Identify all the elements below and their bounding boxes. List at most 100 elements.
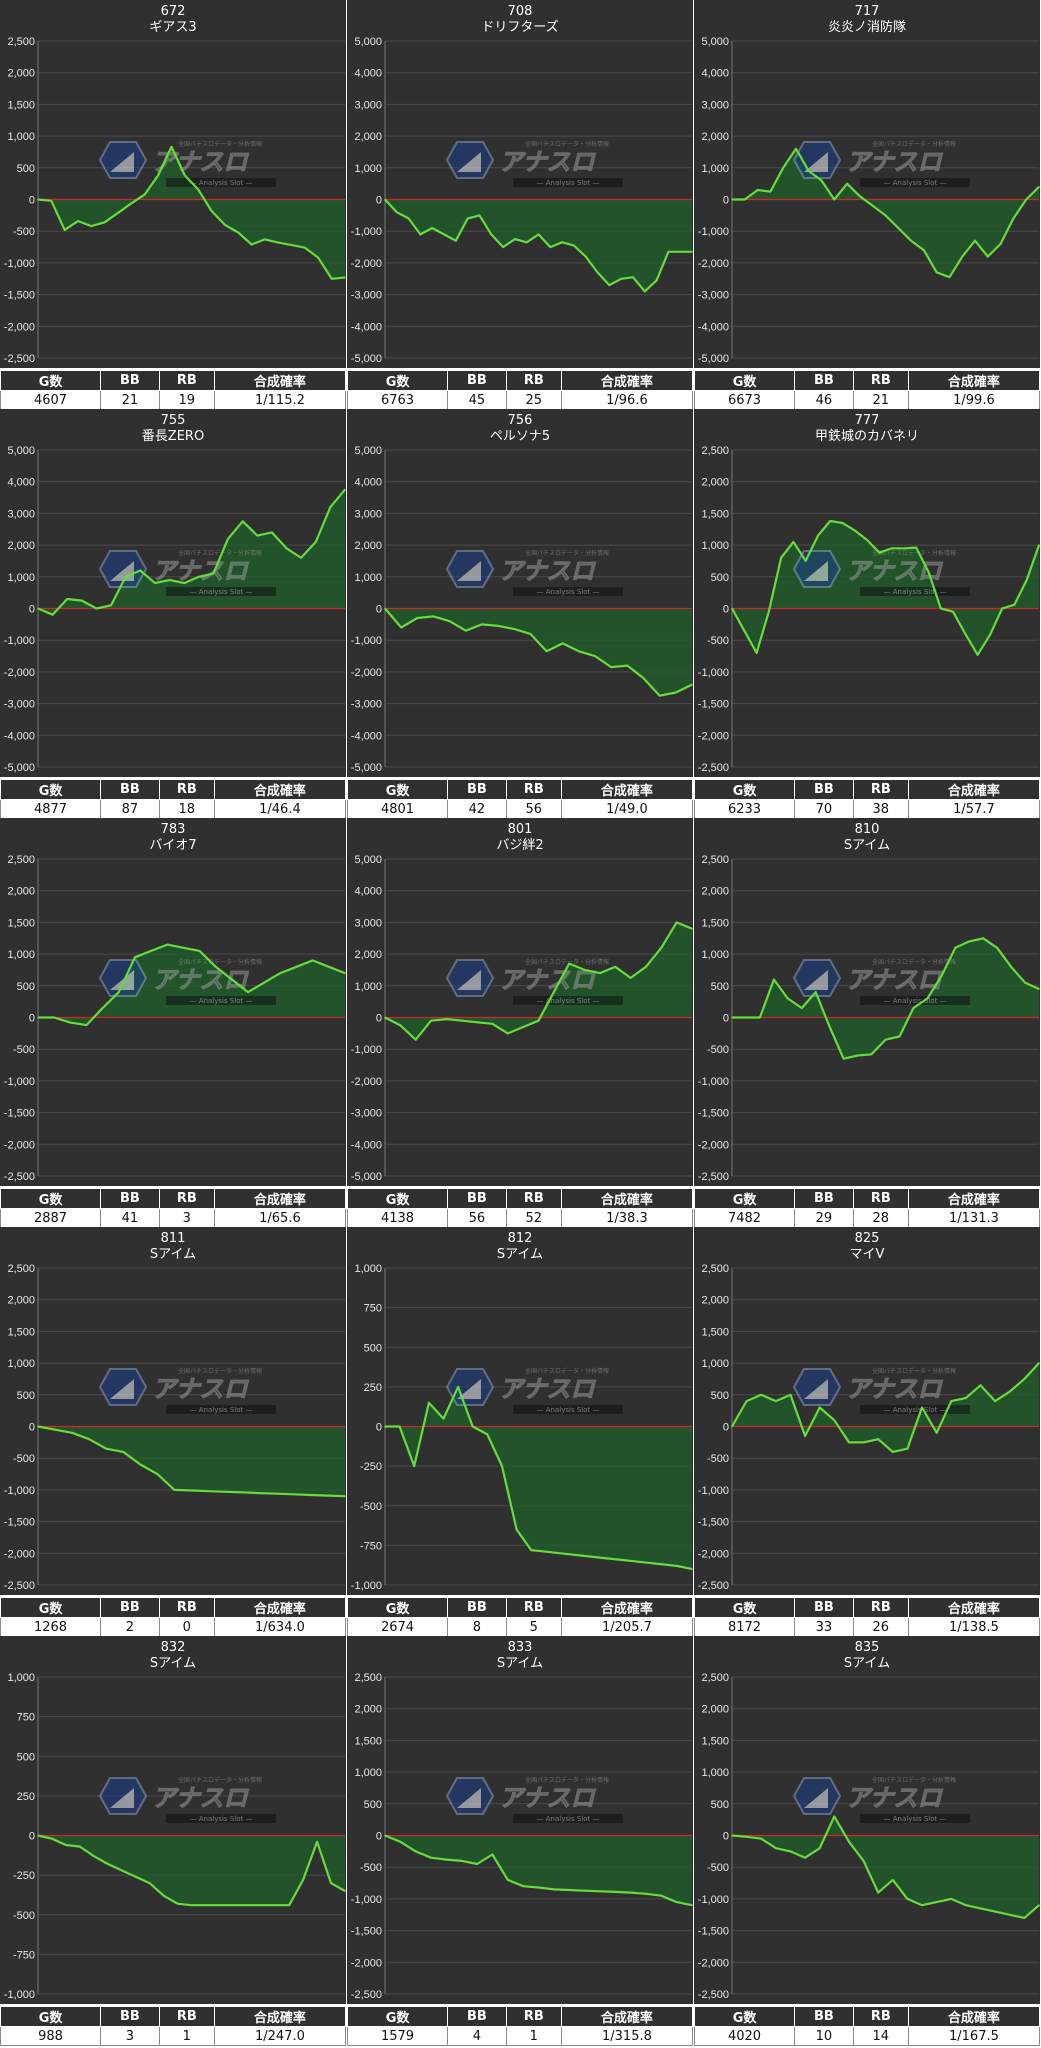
data-point xyxy=(926,997,929,1000)
stats-value-cell: 56 xyxy=(505,799,562,819)
stats-value-cell: 1/96.6 xyxy=(560,390,694,410)
y-tick-label: 2,000 xyxy=(354,131,382,143)
stats-value-cell: 1/115.2 xyxy=(213,390,347,410)
stats-table: G数 BB RB 合成確率 6673 46 21 1/99.6 xyxy=(693,370,1041,410)
data-point xyxy=(561,241,563,244)
data-point xyxy=(578,650,580,653)
data-point xyxy=(117,212,119,214)
stats-header-cell: G数 xyxy=(346,2006,449,2027)
y-tick-label: -4,000 xyxy=(4,730,35,742)
stats-header-cell: RB xyxy=(852,2006,909,2027)
data-point xyxy=(923,249,925,251)
y-tick-label: -2,500 xyxy=(698,1989,729,2001)
chart-subtitle: 番長ZERO xyxy=(142,429,204,444)
stats-value-cell: 70 xyxy=(794,799,854,819)
stats-header-cell: RB xyxy=(158,1188,215,1209)
stats-value-row: 8172 33 26 1/138.5 xyxy=(693,1617,1041,1637)
y-tick-label: -1,500 xyxy=(698,1926,729,1938)
data-point xyxy=(293,1493,295,1496)
y-tick-label: 0 xyxy=(376,604,382,616)
data-point xyxy=(568,962,570,965)
y-tick-label: -2,000 xyxy=(4,1548,35,1560)
data-point xyxy=(428,1401,430,1404)
y-tick-label: 500 xyxy=(711,572,729,584)
hexagon-icon xyxy=(445,1368,495,1406)
data-point xyxy=(833,1419,836,1421)
data-point xyxy=(662,1563,664,1566)
stats-header-cell: RB xyxy=(505,2006,562,2027)
data-point xyxy=(804,1856,806,1859)
data-point xyxy=(90,225,93,227)
chart-subtitle: マイV xyxy=(850,1247,885,1262)
stats-header-row: G数 BB RB 合成確率 xyxy=(346,1188,694,1209)
y-tick-label: -4,000 xyxy=(351,321,382,333)
data-point xyxy=(644,290,646,293)
watermark-title: アナスロ xyxy=(152,557,250,585)
data-point xyxy=(288,1904,291,1906)
triangle-icon xyxy=(457,970,481,990)
stats-value-cell: 1 xyxy=(505,2026,562,2046)
stats-header-cell: 合成確率 xyxy=(560,2006,694,2027)
watermark-band xyxy=(166,1814,276,1823)
y-tick-label: -1,500 xyxy=(698,1517,729,1529)
y-tick-label: 2,000 xyxy=(701,1295,729,1307)
stats-value-cell: 1/205.7 xyxy=(560,1617,694,1637)
stats-header-cell: G数 xyxy=(693,1188,796,1209)
stats-value-cell: 46 xyxy=(794,390,854,410)
data-point xyxy=(676,1565,679,1567)
data-point xyxy=(760,1837,762,1840)
data-point xyxy=(950,1400,953,1402)
data-point xyxy=(999,243,1002,245)
stats-value-row: 6763 45 25 1/96.6 xyxy=(346,390,694,410)
y-tick-label: 2,000 xyxy=(701,477,729,489)
y-tick-label: -500 xyxy=(707,635,729,647)
series-line xyxy=(37,488,346,616)
stats-header-cell: 合成確率 xyxy=(213,2006,347,2027)
data-point xyxy=(979,1907,982,1910)
stats-header-row: G数 BB RB 合成確率 xyxy=(0,1597,347,1618)
y-tick-label: -2,000 xyxy=(351,1076,382,1088)
stats-header-cell: BB xyxy=(447,370,507,391)
y-tick-label: 2,500 xyxy=(701,1672,729,1684)
stats-header-cell: 合成確率 xyxy=(560,1597,694,1618)
data-point xyxy=(599,1890,601,1893)
data-point xyxy=(258,1492,261,1494)
data-point xyxy=(1038,186,1040,188)
y-tick-label: -250 xyxy=(360,1461,382,1473)
data-point xyxy=(892,1451,894,1453)
stats-value-cell: 87 xyxy=(100,799,160,819)
y-tick-label: 1,000 xyxy=(7,949,35,961)
data-point xyxy=(231,978,233,981)
data-point xyxy=(277,241,280,244)
watermark-title: アナスロ xyxy=(152,966,250,994)
data-point xyxy=(614,966,617,968)
data-point xyxy=(828,1026,831,1028)
data-point xyxy=(846,182,848,185)
y-tick-label: -1,000 xyxy=(4,1989,35,2001)
stats-value-row: 4020 10 14 1/167.5 xyxy=(693,2026,1041,2046)
stats-header-row: G数 BB RB 合成確率 xyxy=(693,370,1041,391)
area-fill xyxy=(385,1835,692,1906)
data-point xyxy=(897,227,900,229)
data-point xyxy=(667,251,670,253)
triangle-icon xyxy=(110,970,134,990)
hexagon-icon xyxy=(445,550,495,588)
stats-header-cell: BB xyxy=(447,1188,507,1209)
stats-value-cell: 1/57.7 xyxy=(907,799,1041,819)
data-point xyxy=(445,1018,448,1020)
stats-header-cell: BB xyxy=(100,1188,160,1209)
stats-value-cell: 41 xyxy=(100,1208,160,1228)
watermark-subtitle: — Analysis Slot — xyxy=(537,588,600,596)
data-point xyxy=(1012,217,1015,220)
triangle-icon xyxy=(457,561,481,581)
data-point xyxy=(994,1910,996,1913)
data-point xyxy=(780,557,782,559)
hexagon-icon xyxy=(792,1368,842,1406)
data-point xyxy=(139,569,142,572)
y-tick-label: -1,000 xyxy=(351,1580,382,1592)
stats-value-cell: 2887 xyxy=(0,1208,102,1228)
y-tick-label: -1,000 xyxy=(4,1076,35,1088)
y-tick-label: 3,000 xyxy=(354,99,382,111)
